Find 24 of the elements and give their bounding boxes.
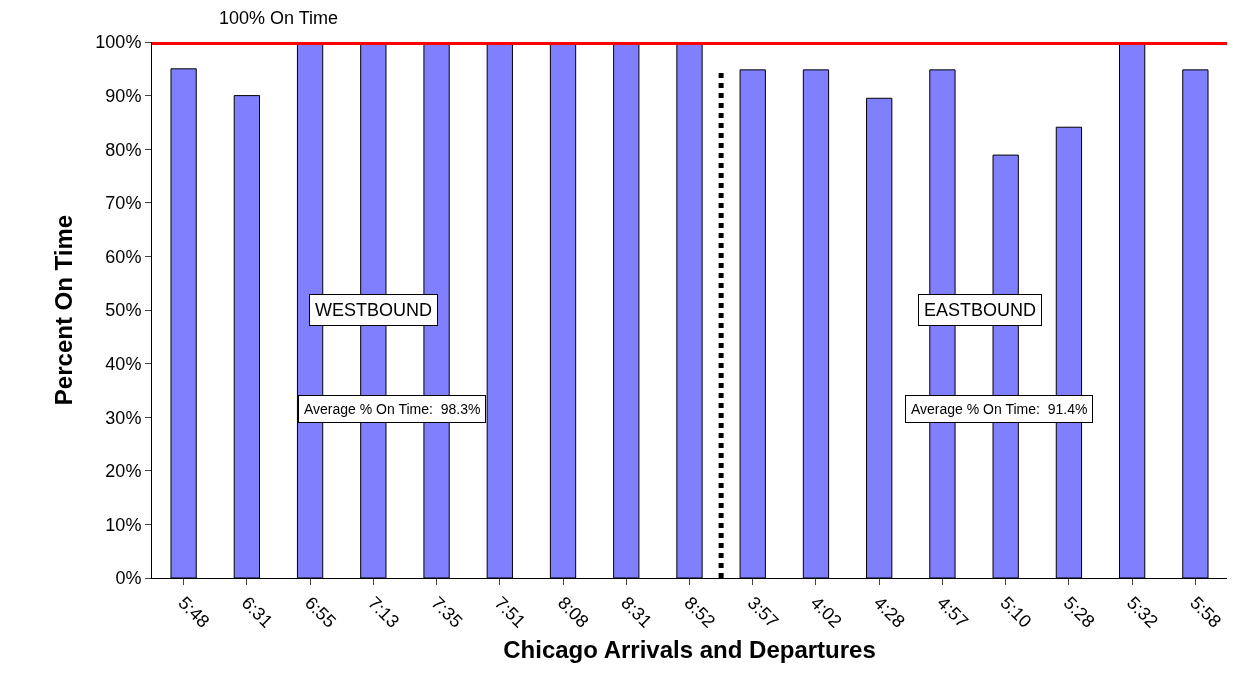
x-tick-label: 4:02 [806, 592, 846, 632]
x-tick-label: 6:55 [300, 592, 340, 632]
y-tick-label: 40% [105, 353, 142, 374]
y-tick-label: 20% [105, 461, 142, 482]
y-tick-label: 90% [105, 85, 142, 106]
y-tick-label: 50% [105, 300, 142, 321]
y-tick-label: 0% [115, 568, 142, 589]
x-tick-label: 4:28 [870, 592, 909, 632]
y-tick-label: 10% [105, 514, 142, 535]
y-axis-title: Percent On Time [50, 214, 78, 406]
x-tick-label: 4:57 [933, 592, 973, 632]
y-tick-label: 30% [105, 407, 142, 428]
annotation: EASTBOUND [924, 300, 1037, 320]
y-tick-label: 100% [95, 32, 142, 53]
ref-line-label: 100% On Time [219, 8, 339, 28]
annotation: Average % On Time: 98.3% [304, 401, 481, 417]
x-axis-title: Chicago Arrivals and Departures [503, 635, 876, 663]
y-tick-label: 80% [105, 139, 142, 160]
x-tick-label: 3:57 [743, 592, 783, 632]
annotation: Average % On Time: 91.4% [911, 401, 1088, 417]
x-tick-label: 8:08 [553, 592, 593, 632]
annotation: WESTBOUND [315, 300, 432, 320]
y-tick-label: 60% [105, 246, 142, 267]
y-tick-label: 70% [105, 193, 142, 214]
